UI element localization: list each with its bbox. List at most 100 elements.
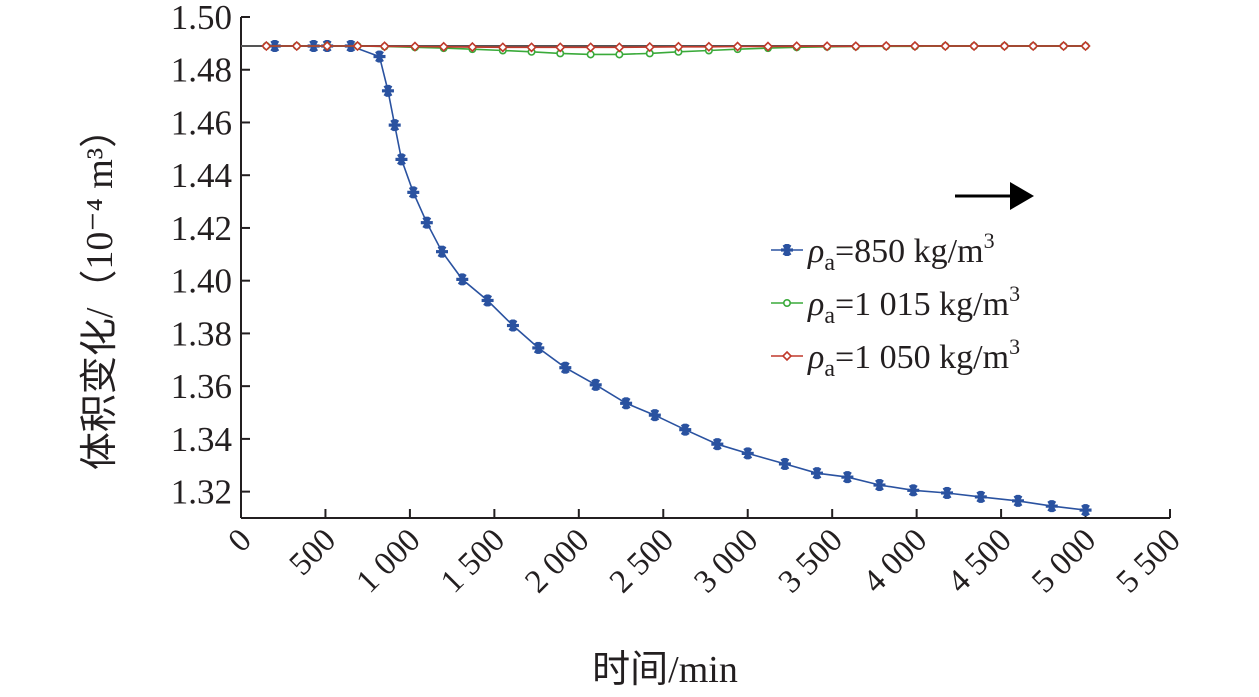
data-point	[821, 41, 833, 52]
data-point	[940, 40, 951, 52]
x-tick-label: 5 000	[1025, 522, 1103, 600]
x-ticks: 0 500 1 000 1 500 2 000 2 500 3 000 3 500 4 000 4…	[222, 509, 1188, 600]
data-point	[352, 40, 363, 52]
legend-item: ρa=850 kg/m3	[771, 228, 995, 276]
legend-label: ρa=1 015 kg/m3	[807, 281, 1020, 329]
data-point	[968, 40, 980, 52]
x-tick-label: 1 500	[434, 522, 512, 600]
legend-label: ρa=1 050 kg/m3	[807, 334, 1020, 382]
y-tick-label: 1.34	[171, 420, 232, 459]
data-point	[850, 41, 861, 52]
data-point	[909, 40, 921, 52]
x-tick-label: 2 500	[603, 522, 681, 600]
axes: 1.32 1.34 1.36 1.38 1.40 1.42 1.44 1.46 1.48 1.50…	[171, 0, 1188, 600]
legend-item: ρa=1 050 kg/m3	[771, 334, 1020, 382]
series-1	[268, 40, 1092, 517]
data-point	[648, 409, 661, 422]
x-tick-label: 5 500	[1110, 522, 1188, 600]
data-point	[481, 294, 494, 307]
data-point	[585, 42, 596, 53]
x-tick-label: 3 000	[687, 522, 765, 600]
data-point	[497, 42, 508, 53]
series-line	[274, 45, 1086, 511]
data-point	[559, 361, 572, 374]
x-tick-label: 4 500	[941, 522, 1019, 600]
data-point	[322, 40, 333, 52]
data-point	[589, 378, 602, 391]
data-point	[881, 40, 892, 52]
data-point	[644, 41, 655, 53]
data-point	[261, 40, 272, 52]
annotation-layer	[955, 182, 1034, 210]
series-layer	[241, 40, 1092, 517]
x-axis-title: 时间/min	[592, 649, 738, 691]
y-axis-title: 体积变化/（10⁻⁴ m³）	[79, 110, 121, 470]
data-point	[555, 42, 566, 53]
legend-marker-icon	[781, 350, 793, 362]
data-point	[673, 41, 684, 52]
x-tick-label: 2 000	[519, 522, 597, 600]
y-ticks: 1.32 1.34 1.36 1.38 1.40 1.42 1.44 1.46 1.48 1.50	[171, 0, 250, 512]
data-point	[456, 273, 469, 286]
x-tick-label: 500	[283, 522, 343, 582]
data-point	[395, 153, 408, 166]
data-point	[974, 490, 987, 503]
data-point	[620, 397, 633, 410]
data-point	[409, 41, 421, 52]
legend-label: ρa=850 kg/m3	[807, 228, 995, 276]
data-point	[741, 447, 754, 460]
y-tick-label: 1.48	[171, 51, 232, 90]
data-point	[532, 341, 545, 354]
data-point	[1080, 40, 1091, 52]
data-point	[873, 479, 886, 492]
data-point	[841, 471, 854, 484]
legend-marker-icon	[781, 244, 793, 256]
legend-marker-icon	[782, 298, 791, 307]
data-point	[436, 245, 449, 258]
data-point	[778, 457, 791, 470]
x-tick-label: 3 500	[772, 522, 850, 600]
data-point	[291, 40, 302, 52]
data-point	[679, 423, 692, 436]
data-point	[614, 42, 625, 53]
data-point	[941, 486, 954, 499]
data-point	[420, 216, 433, 229]
data-point	[381, 84, 394, 97]
y-tick-label: 1.36	[171, 367, 232, 406]
data-point	[506, 319, 519, 332]
data-point	[791, 41, 802, 52]
data-point	[732, 41, 743, 52]
x-tick-label: 1 000	[350, 522, 428, 600]
data-point	[526, 42, 537, 53]
legend-item: ρa=1 015 kg/m3	[771, 281, 1020, 329]
y-tick-label: 1.38	[171, 314, 232, 353]
y-tick-label: 1.50	[171, 0, 232, 37]
data-point	[1011, 494, 1024, 507]
data-point	[388, 119, 401, 132]
data-point	[1045, 500, 1058, 513]
data-point	[711, 438, 724, 451]
data-point	[407, 186, 420, 199]
data-point	[810, 467, 823, 480]
legend: ρa=850 kg/m3 ρa=1 015 kg/m3 ρa=1 050 kg/m3	[771, 228, 1020, 382]
data-point	[467, 41, 478, 53]
data-point	[379, 41, 390, 52]
data-point	[762, 41, 774, 52]
y-tick-label: 1.44	[171, 156, 232, 195]
x-tick-label: 0	[222, 522, 259, 559]
y-tick-label: 1.46	[171, 103, 232, 142]
y-tick-label: 1.32	[171, 473, 232, 512]
x-tick-label: 4 000	[856, 522, 934, 600]
data-point	[907, 484, 920, 497]
data-point	[703, 41, 715, 52]
y-tick-label: 1.40	[171, 262, 232, 301]
data-point	[999, 40, 1010, 52]
data-point	[373, 50, 386, 63]
y-tick-label: 1.42	[171, 209, 232, 248]
data-point	[1079, 504, 1092, 517]
data-point	[438, 41, 449, 52]
series-3	[261, 40, 1091, 53]
data-point	[1028, 40, 1039, 52]
data-point	[1058, 40, 1069, 52]
